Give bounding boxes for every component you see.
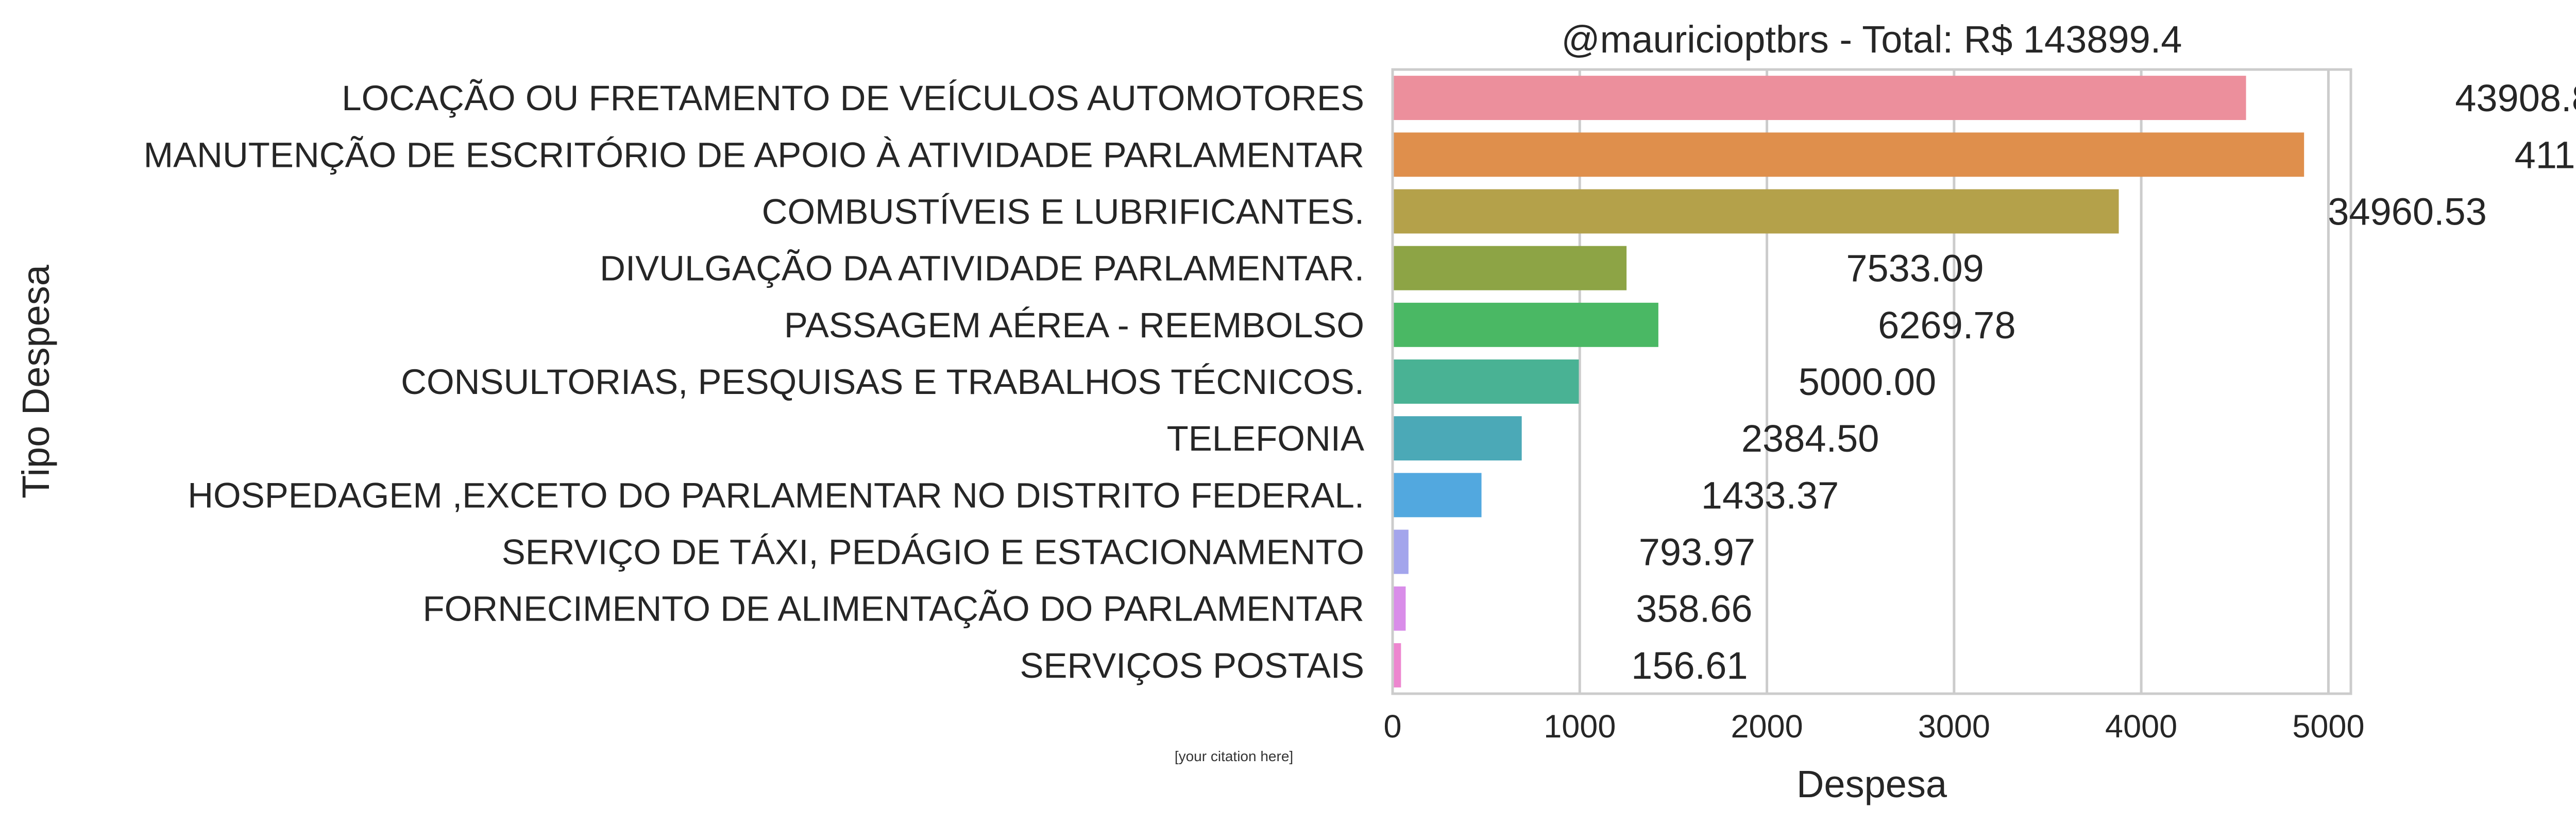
- bar: [1393, 302, 1658, 347]
- data-label: 1433.37: [1701, 474, 1839, 517]
- category-label: TELEFONIA: [1167, 419, 1364, 458]
- bar: [1393, 246, 1627, 290]
- category-label: MANUTENÇÃO DE ESCRITÓRIO DE APOIO À ATIV…: [144, 135, 1364, 175]
- label-layer: 0 1000 2000 3000 4000 5000 LOCAÇÃO OU FRETAMEN…: [144, 77, 2576, 745]
- category-label: FORNECIMENTO DE ALIMENTAÇÃO DO PARLAMENT…: [423, 589, 1364, 629]
- citation-text: [your citation here]: [1175, 748, 1293, 764]
- bar: [1393, 416, 1522, 461]
- data-label: 43908.89: [2455, 77, 2576, 119]
- data-label: 41100.00: [2515, 133, 2576, 176]
- data-label: 793.97: [1639, 531, 1755, 574]
- bar: [1393, 473, 1482, 518]
- category-label: SERVIÇO DE TÁXI, PEDÁGIO E ESTACIONAMENT…: [502, 532, 1364, 572]
- data-label: 5000.00: [1799, 360, 1937, 403]
- x-axis-label: Despesa: [1797, 763, 1947, 805]
- x-tick-label: 5000: [2292, 709, 2364, 745]
- data-label: 156.61: [1631, 644, 1748, 687]
- x-tick-label: 0: [1383, 709, 1401, 745]
- x-tick-label: 1000: [1544, 709, 1616, 745]
- category-label: PASSAGEM AÉREA - REEMBOLSO: [784, 305, 1364, 345]
- category-label: HOSPEDAGEM ,EXCETO DO PARLAMENTAR NO DIS…: [188, 475, 1364, 515]
- plot-frame: [1391, 68, 2352, 695]
- x-tick-label: 4000: [2105, 709, 2177, 745]
- bar: [1393, 643, 1401, 688]
- bar: [1393, 189, 2119, 234]
- category-label: COMBUSTÍVEIS E LUBRIFICANTES.: [762, 192, 1364, 231]
- data-label: 6269.78: [1878, 304, 2016, 347]
- category-label: DIVULGAÇÃO DA ATIVIDADE PARLAMENTAR.: [600, 249, 1364, 288]
- chart-title: @mauricioptbrs - Total: R$ 143899.4: [1562, 18, 2182, 61]
- y-axis-label: Tipo Despesa: [14, 264, 57, 499]
- data-label: 34960.53: [2328, 190, 2487, 233]
- bar: [1393, 359, 1579, 404]
- bar: [1393, 132, 2304, 177]
- data-label: 2384.50: [1741, 417, 1879, 460]
- bar: [1393, 76, 2246, 121]
- category-label: CONSULTORIAS, PESQUISAS E TRABALHOS TÉCN…: [401, 362, 1364, 402]
- bar: [1393, 529, 1409, 574]
- bar: [1393, 586, 1406, 631]
- bar-layer: [1393, 76, 2304, 688]
- x-tick-label: 2000: [1731, 709, 1803, 745]
- data-label: 7533.09: [1846, 247, 1984, 290]
- category-label: LOCAÇÃO OU FRETAMENTO DE VEÍCULOS AUTOMO…: [342, 78, 1364, 118]
- category-label: SERVIÇOS POSTAIS: [1020, 646, 1364, 685]
- data-label: 358.66: [1636, 588, 1752, 630]
- x-tick-label: 3000: [1918, 709, 1990, 745]
